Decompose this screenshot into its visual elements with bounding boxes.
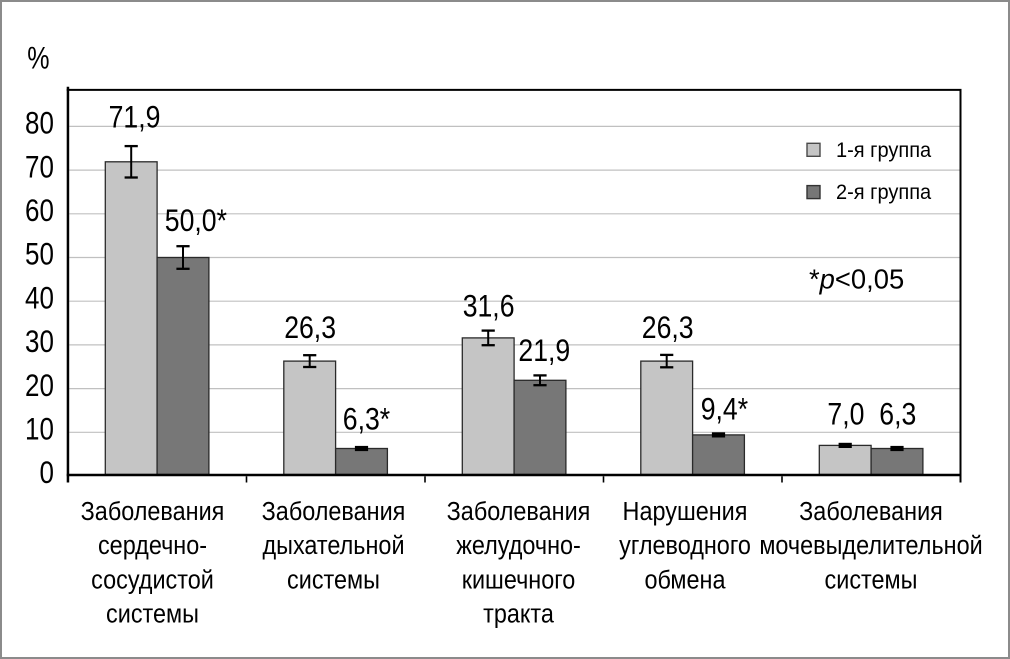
svg-text:50: 50 [25,237,54,272]
svg-text:10: 10 [25,412,54,447]
svg-text:60: 60 [25,194,54,229]
svg-text:сердечно-: сердечно- [98,532,207,560]
svg-text:Заболевания: Заболевания [447,498,591,526]
svg-text:системы: системы [106,600,199,628]
svg-text:2-я группа: 2-я группа [836,180,932,204]
svg-text:дыхательной: дыхательной [262,532,404,560]
svg-text:30: 30 [25,325,54,360]
svg-text:тракта: тракта [483,600,554,628]
svg-text:40: 40 [25,281,54,316]
svg-text:0: 0 [39,456,53,491]
svg-text:%: % [27,41,49,77]
svg-text:мочевыделительной: мочевыделительной [759,532,982,560]
svg-text:80: 80 [25,106,54,141]
svg-text:системы: системы [825,566,918,594]
svg-text:26,3: 26,3 [284,311,336,346]
svg-text:Нарушения: Нарушения [623,498,748,526]
svg-text:20: 20 [25,368,54,403]
svg-text:31,6: 31,6 [463,289,515,324]
svg-text:9,4*: 9,4* [701,392,748,427]
svg-text:углеводного: углеводного [619,532,751,560]
svg-text:7,0: 7,0 [827,397,864,432]
svg-text:Заболевания: Заболевания [799,498,943,526]
svg-text:кишечного: кишечного [462,566,576,594]
svg-text:системы: системы [287,566,380,594]
svg-text:26,3: 26,3 [642,311,694,346]
svg-text:6,3: 6,3 [879,397,916,432]
svg-text:обмена: обмена [644,566,725,594]
svg-text:50,0*: 50,0* [165,204,227,239]
svg-text:желудочно-: желудочно- [456,532,581,560]
svg-text:1-я группа: 1-я группа [836,138,932,162]
svg-text:6,3*: 6,3* [343,402,390,437]
svg-text:70: 70 [25,150,54,185]
svg-text:21,9: 21,9 [518,334,570,369]
svg-text:Заболевания: Заболевания [262,498,406,526]
svg-text:сосудистой: сосудистой [91,566,214,594]
svg-text:*p<0,05: *p<0,05 [809,264,904,295]
svg-text:Заболевания: Заболевания [81,498,225,526]
svg-text:71,9: 71,9 [109,101,161,136]
